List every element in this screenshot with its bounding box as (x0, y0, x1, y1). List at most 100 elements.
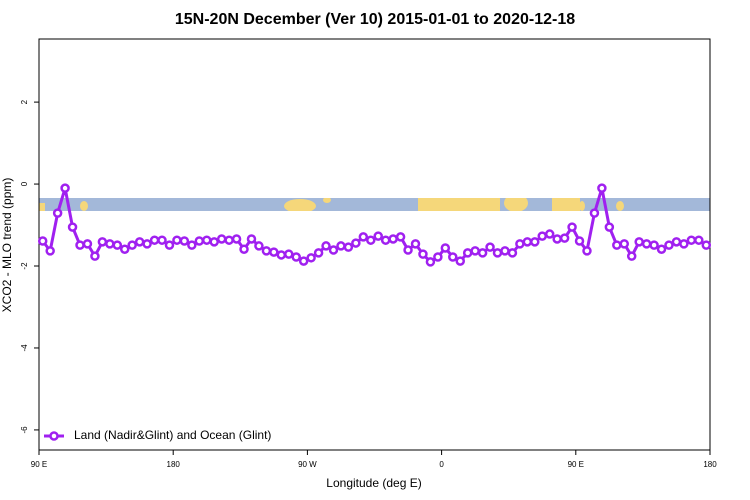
point (97, 237, 108, 247)
point (298, 256, 309, 266)
point (336, 241, 346, 251)
point (261, 246, 272, 256)
point (209, 237, 219, 247)
y-tick-label: -4 (20, 344, 29, 352)
point (246, 234, 257, 244)
point (90, 251, 100, 261)
point (388, 234, 398, 244)
point (231, 234, 242, 244)
point (671, 237, 682, 247)
point (619, 239, 630, 249)
point (343, 242, 354, 252)
point (157, 235, 167, 245)
point (37, 236, 48, 246)
x-tick-label: 180 (167, 460, 181, 469)
point (284, 249, 294, 259)
point (380, 235, 391, 245)
point (276, 250, 287, 260)
point (172, 235, 182, 245)
point (403, 245, 413, 255)
point (701, 240, 712, 250)
point (530, 237, 540, 247)
point (679, 239, 689, 249)
point (194, 236, 205, 246)
chart-title: 15N-20N December (Ver 10) 2015-01-01 to … (175, 11, 575, 28)
y-tick-label: 0 (20, 181, 29, 186)
point (433, 252, 443, 262)
point (470, 246, 480, 256)
point (537, 231, 547, 241)
point (328, 245, 339, 255)
legend-marker (49, 431, 59, 441)
x-axis-title: Longitude (deg E) (326, 476, 421, 490)
point (559, 233, 570, 243)
x-tick-label: 90 W (298, 460, 317, 469)
point (112, 240, 123, 250)
point (60, 183, 70, 193)
map-strip (39, 198, 710, 211)
point (373, 231, 383, 241)
point (612, 240, 622, 250)
point (179, 236, 190, 246)
point (395, 232, 406, 242)
point (269, 247, 279, 257)
point (507, 248, 518, 258)
point (440, 243, 451, 253)
point (477, 248, 488, 258)
point (515, 239, 525, 249)
point (574, 236, 585, 246)
y-tick-label: -2 (20, 262, 29, 270)
point (686, 235, 697, 245)
point (462, 248, 473, 258)
point (694, 235, 704, 245)
point (254, 241, 264, 251)
point (597, 183, 607, 193)
point (45, 246, 55, 256)
point (366, 235, 376, 245)
point (134, 237, 145, 247)
y-tick-label: -6 (20, 426, 29, 434)
point (425, 257, 436, 267)
point (455, 256, 465, 266)
point (67, 222, 78, 232)
x-tick-label: 90 E (568, 460, 584, 469)
point (500, 246, 510, 256)
point (358, 232, 369, 242)
point (649, 240, 659, 250)
point (418, 249, 428, 259)
point (485, 242, 495, 252)
point (82, 239, 93, 249)
point (567, 222, 577, 232)
point (127, 240, 137, 250)
point (641, 239, 652, 249)
land-patches (39, 198, 624, 211)
point (187, 240, 197, 250)
point (544, 229, 555, 239)
point (224, 235, 234, 245)
point (164, 240, 175, 250)
point (522, 237, 533, 247)
point (75, 240, 85, 250)
point (149, 235, 160, 245)
y-tick-label: 2 (20, 99, 29, 104)
point (656, 244, 667, 254)
point (626, 251, 637, 261)
point (552, 234, 562, 244)
point (216, 234, 227, 244)
ocean-band (39, 198, 710, 211)
x-tick-label: 90 E (31, 460, 47, 469)
point (239, 244, 249, 254)
point (52, 208, 63, 218)
point (306, 253, 316, 263)
point (589, 208, 600, 218)
point (291, 252, 301, 262)
point (582, 246, 592, 256)
point (119, 244, 130, 254)
point (410, 239, 421, 249)
x-tick-label: 180 (703, 460, 717, 469)
x-tick-label: 0 (439, 460, 444, 469)
y-axis-title: XCO2 - MLO trend (ppm) (0, 178, 14, 313)
point (664, 240, 674, 250)
point (313, 248, 324, 258)
point (448, 252, 458, 262)
